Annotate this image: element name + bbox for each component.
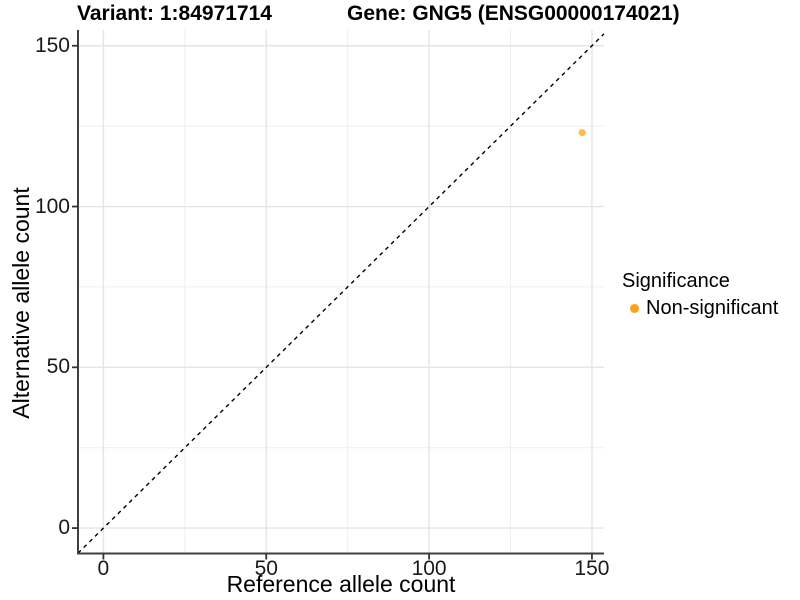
variant-title: Variant: 1:84971714 — [77, 2, 272, 25]
x-tick-label: 100 — [411, 557, 447, 580]
non-significant-dot-icon — [630, 303, 639, 313]
y-axis-title: Alternative allele count — [8, 187, 34, 419]
legend-item-non-significant: Non-significant — [620, 297, 778, 319]
y-tick-label: 150 — [34, 33, 70, 57]
gene-title: Gene: GNG5 (ENSG00000174021) — [347, 2, 680, 25]
x-tick-label: 0 — [97, 557, 110, 580]
legend: Significance Non-significant — [620, 269, 778, 319]
x-tick-label: 150 — [574, 557, 610, 580]
y-tick-label: 100 — [34, 194, 70, 218]
data-point — [578, 128, 586, 137]
y-tick-label: 50 — [46, 355, 70, 379]
y-tick-label: 0 — [58, 516, 70, 540]
identity-line — [77, 33, 605, 554]
legend-item-label: Non-significant — [646, 297, 779, 319]
x-axis-title: Reference allele count — [226, 571, 456, 597]
x-tick-label: 50 — [254, 557, 278, 580]
legend-title: Significance — [622, 270, 730, 292]
